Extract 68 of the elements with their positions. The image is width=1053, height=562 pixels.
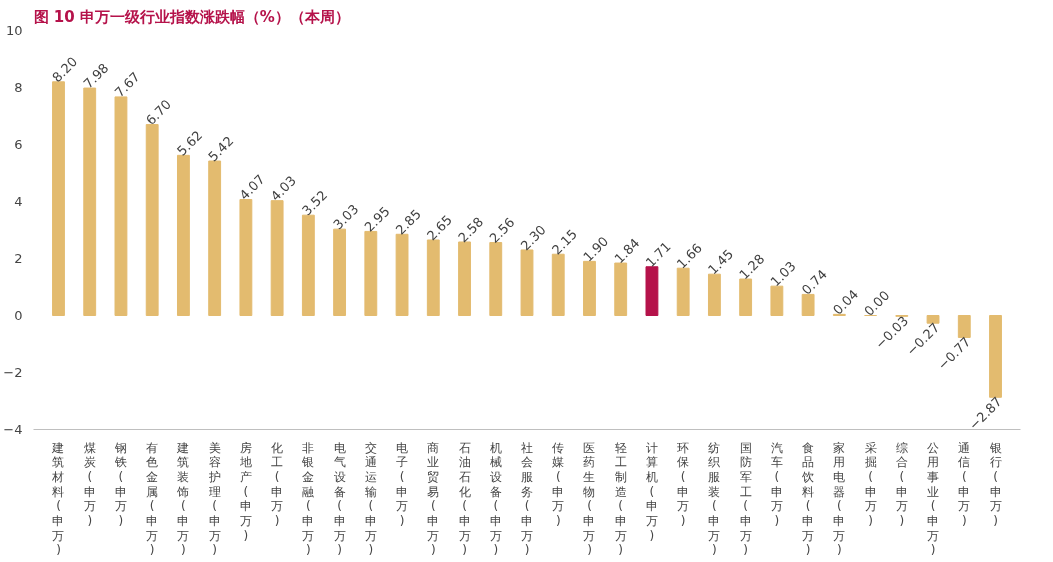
bar — [426, 239, 440, 316]
chart-title: 图 10 申万一级行业指数涨跌幅（%）（本周） — [33, 7, 350, 26]
y-tick-label: 10 — [5, 23, 23, 38]
x-tick-label: 建筑装饰(申万) — [176, 440, 190, 558]
x-tick-label: 纺织服装(申万) — [708, 440, 721, 558]
bar — [770, 285, 784, 316]
bar — [957, 315, 971, 338]
bar — [364, 230, 378, 316]
x-tick-label: 石油石化(申万) — [458, 440, 471, 558]
bar — [989, 315, 1002, 398]
x-tick-label: 银行(申万) — [988, 440, 1002, 528]
bar — [583, 260, 596, 316]
bar — [176, 154, 190, 316]
y-tick-label: 4 — [14, 194, 23, 209]
x-tick-label: 机械设备(申万) — [489, 440, 502, 558]
x-tick-label: 传媒(申万) — [552, 440, 565, 528]
bar — [551, 253, 565, 316]
y-tick-label: 2 — [14, 251, 23, 266]
x-tick-label: 环保(申万) — [677, 440, 690, 528]
x-tick-label: 化工(申万) — [271, 440, 284, 528]
x-tick-label: 汽车(申万) — [770, 440, 783, 528]
bar — [707, 273, 721, 316]
bar — [489, 242, 503, 316]
bar — [645, 266, 659, 316]
x-tick-label: 商业贸易(申万) — [427, 440, 440, 558]
x-tick-label: 社会服务(申万) — [521, 440, 533, 558]
x-tick-label: 有色金属(申万) — [146, 440, 159, 558]
bar — [676, 267, 690, 316]
bar — [739, 278, 753, 316]
bar — [114, 96, 128, 316]
bar — [52, 81, 65, 316]
x-tick-label: 煤炭(申万) — [83, 440, 96, 528]
x-tick-label: 采掘(申万) — [864, 440, 877, 528]
bar — [270, 200, 284, 316]
bar — [208, 160, 222, 316]
x-tick-label: 钢铁(申万) — [113, 440, 127, 528]
x-tick-label: 公用事业(申万) — [927, 440, 940, 558]
x-tick-label: 通信(申万) — [958, 440, 971, 528]
x-tick-label: 电气设备(申万) — [333, 440, 346, 558]
x-tick-label: 轻工制造(申万) — [614, 440, 627, 558]
x-tick-label: 房地产(申万) — [238, 440, 252, 543]
bar — [614, 262, 628, 316]
bar — [83, 87, 97, 316]
x-tick-label: 综合(申万) — [895, 440, 908, 528]
bar — [301, 214, 315, 316]
y-tick-label: −2 — [3, 365, 23, 380]
bar — [395, 233, 409, 316]
x-tick-label: 建筑材料(申万) — [51, 440, 65, 558]
x-tick-label: 家用电器(申万) — [833, 440, 846, 558]
bar — [520, 249, 534, 316]
bar — [333, 228, 347, 316]
y-tick-label: 0 — [14, 308, 23, 323]
x-tick-label: 非银金融(申万) — [301, 440, 315, 558]
bar — [801, 293, 815, 316]
bar — [239, 199, 253, 316]
bar — [458, 241, 471, 316]
x-tick-label: 美容护理(申万) — [207, 440, 221, 558]
bar — [145, 124, 159, 316]
y-tick-label: −4 — [3, 422, 23, 437]
x-tick-label: 交通运输(申万) — [364, 440, 377, 558]
x-tick-label: 医药生物(申万) — [583, 440, 596, 558]
x-tick-label: 国防军工(申万) — [739, 440, 752, 558]
bar — [926, 315, 940, 324]
y-tick-label: 6 — [14, 137, 23, 152]
x-tick-label: 食品饮料(申万) — [801, 440, 815, 558]
x-tick-label: 电子(申万) — [396, 440, 409, 528]
x-tick-label: 计算机(申万) — [645, 440, 658, 543]
y-tick-label: 8 — [14, 80, 23, 95]
